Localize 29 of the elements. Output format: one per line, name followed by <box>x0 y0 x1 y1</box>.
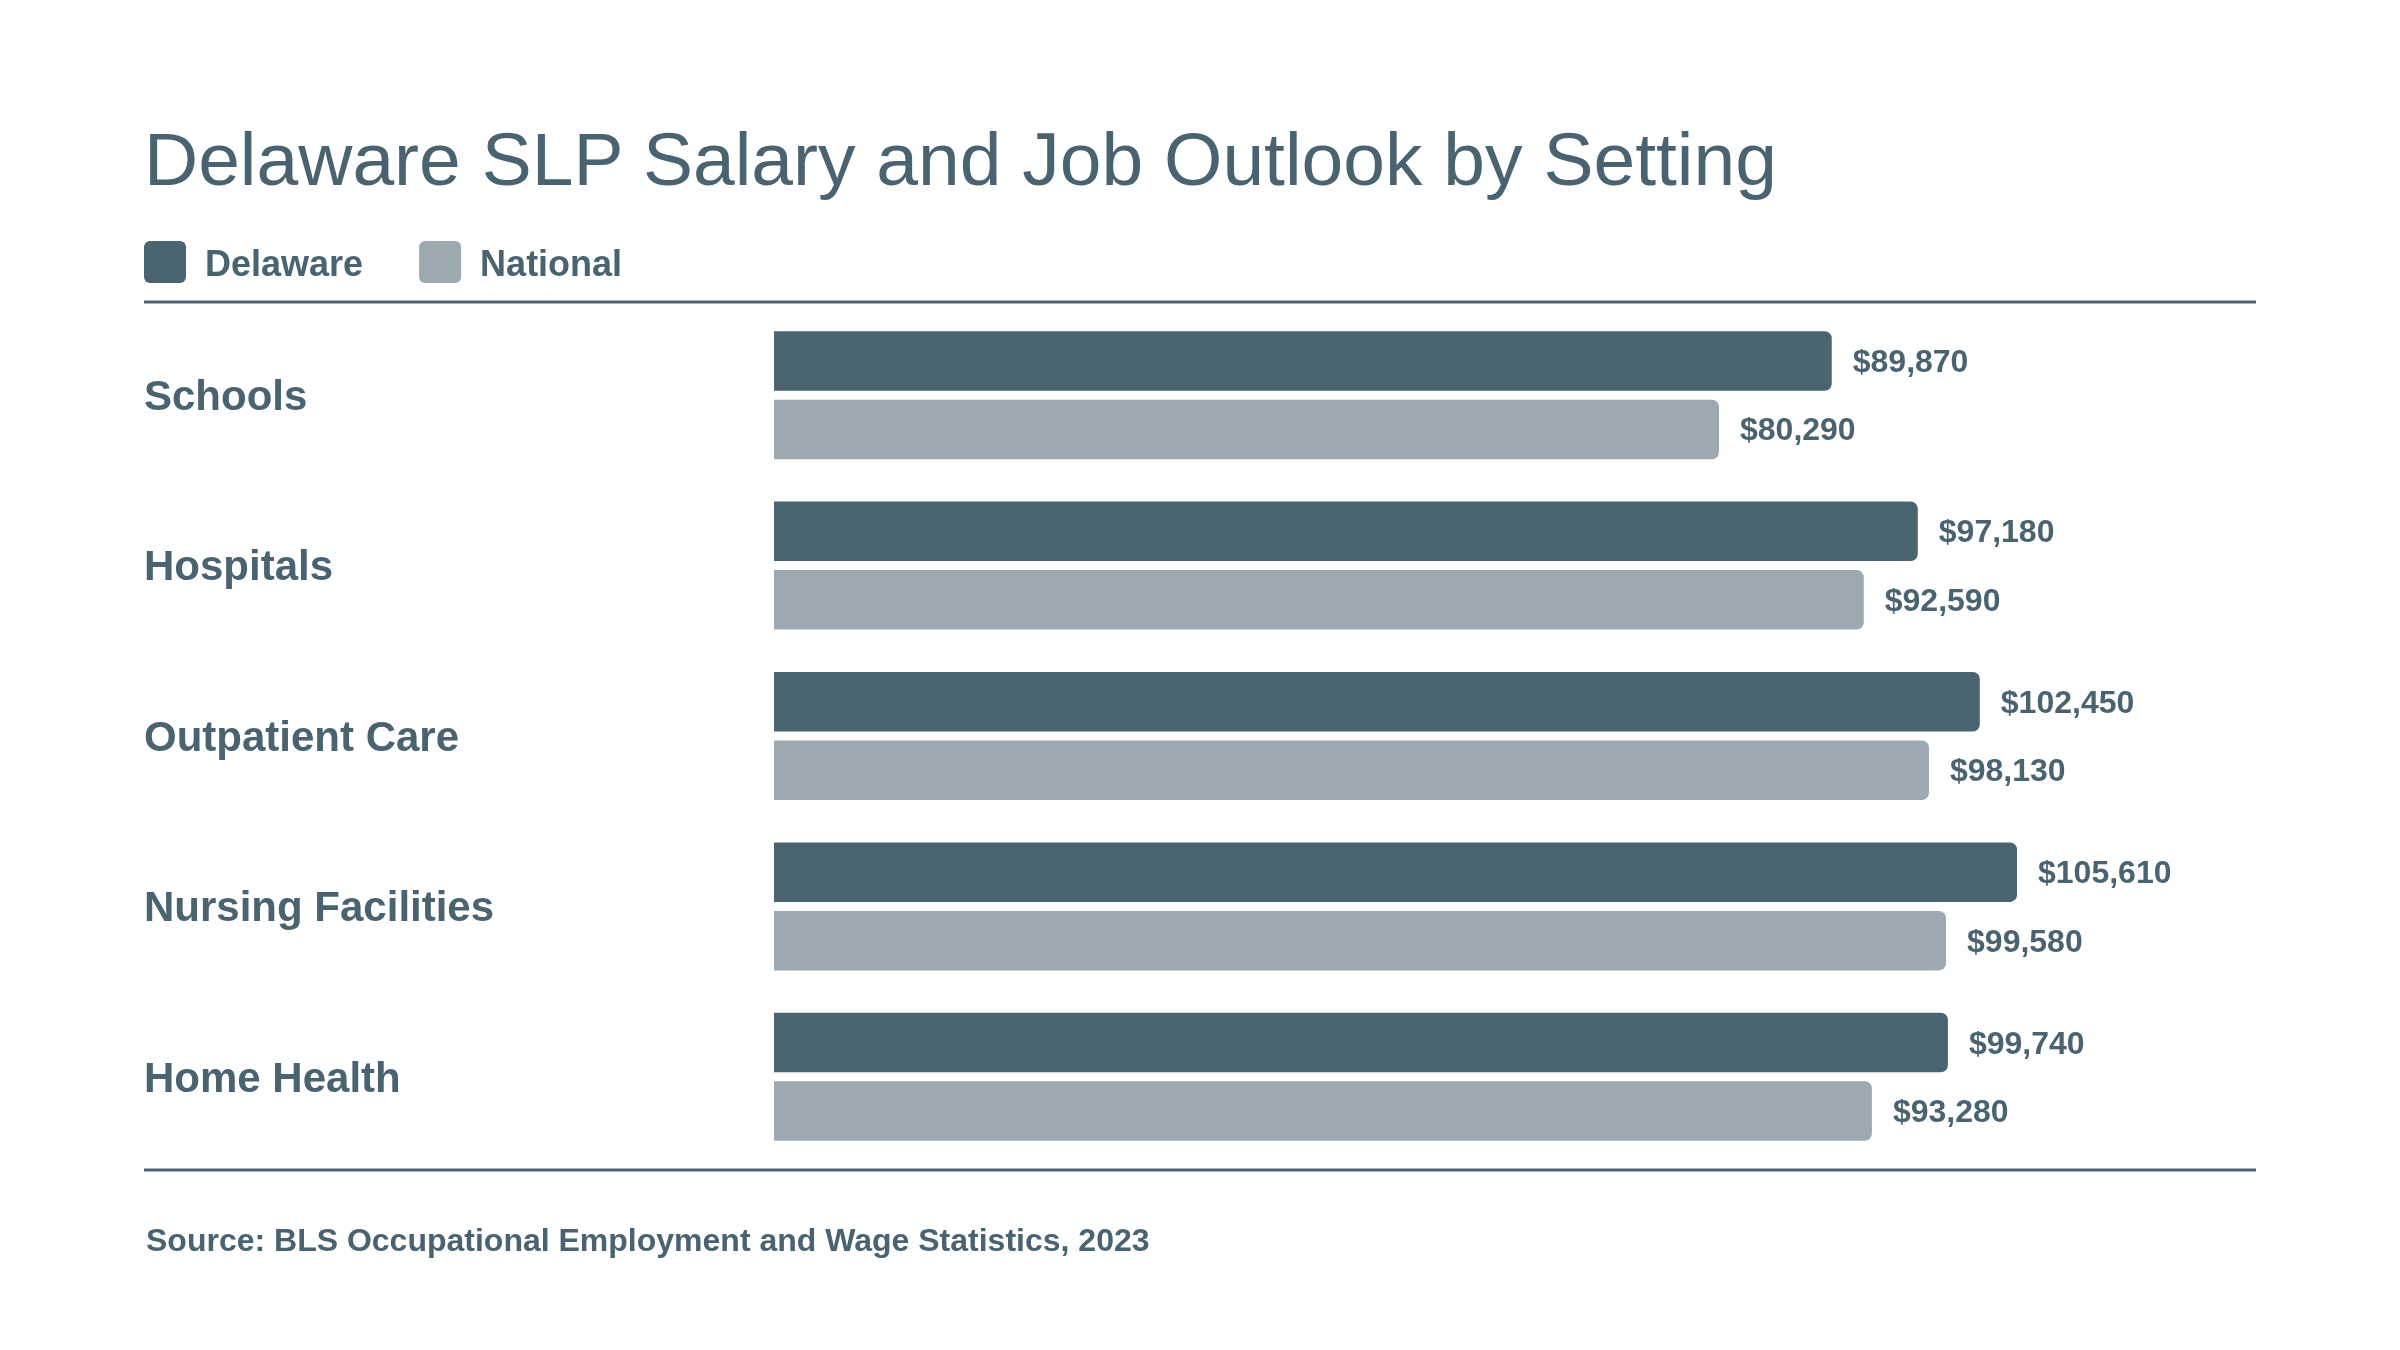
data-label: $105,610 <box>2038 854 2172 891</box>
bar <box>774 671 1980 732</box>
chart-title: Delaware SLP Salary and Job Outlook by Setting <box>144 116 1777 201</box>
data-label: $98,130 <box>1949 752 2066 789</box>
data-label: $93,280 <box>1892 1093 2009 1130</box>
bar <box>774 740 1929 801</box>
bar <box>774 910 1947 971</box>
bar <box>774 399 1719 460</box>
y-tick-label: Hospitals <box>144 542 334 590</box>
data-label: $89,870 <box>1852 342 1969 379</box>
data-label: $80,290 <box>1739 411 1856 448</box>
data-label: $99,580 <box>1967 922 2083 959</box>
y-tick-label: Schools <box>144 371 308 419</box>
data-label: $99,740 <box>1968 1024 2085 1061</box>
bar <box>774 842 2017 902</box>
data-label: $97,180 <box>1938 513 2055 550</box>
data-label: $92,590 <box>1884 581 2001 618</box>
legend-label: Delaware <box>205 243 364 285</box>
y-tick-label: Nursing Facilities <box>144 883 495 931</box>
source-note: Source: BLS Occupational Employment and Wage Statistics, 2023 <box>146 1222 1150 1258</box>
data-label: $102,450 <box>2000 683 2135 720</box>
legend-label: National <box>480 243 623 285</box>
y-tick-label: Outpatient Care <box>144 712 460 760</box>
y-tick-label: Home Health <box>144 1053 401 1101</box>
bar <box>774 1081 1872 1141</box>
bar <box>774 501 1918 562</box>
bar <box>774 570 1864 630</box>
bar <box>774 1012 1948 1073</box>
bar <box>774 331 1832 391</box>
